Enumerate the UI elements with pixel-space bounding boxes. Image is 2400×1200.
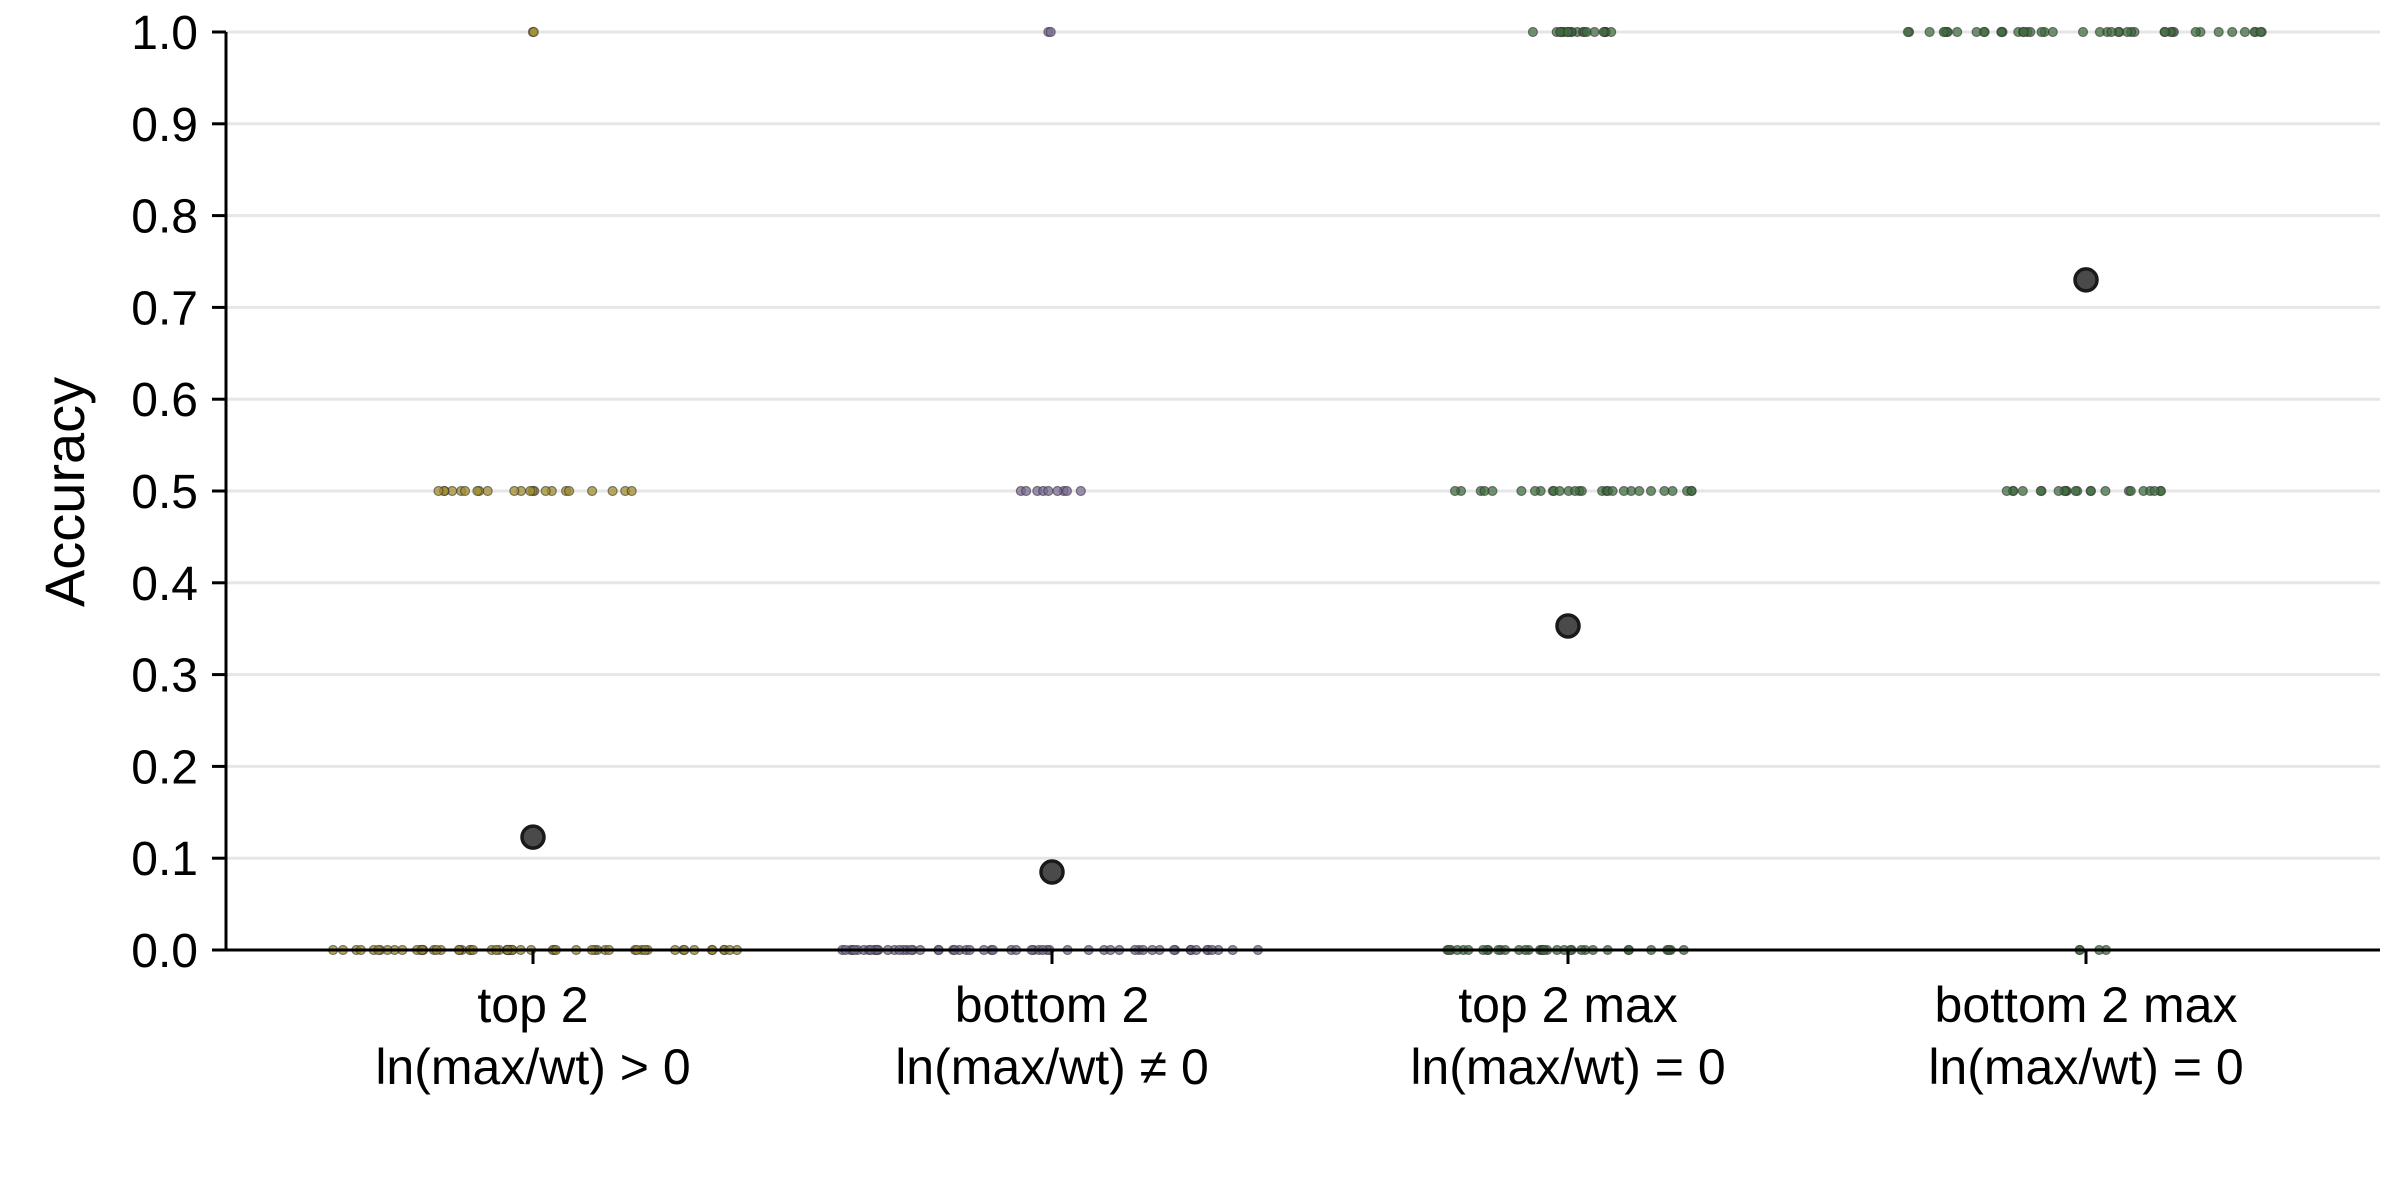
y-tick-label: 0.1 [131,833,198,886]
x-tick-label-line2: ln(max/wt) ≠ 0 [895,1039,1209,1095]
data-point [2159,26,2171,38]
y-tick-label: 0.5 [131,466,198,519]
data-point [1569,485,1581,497]
data-point [1971,26,1982,38]
x-tick-label-line1: bottom 2 max [1935,977,2238,1033]
data-point [563,485,575,497]
data-point [2106,26,2117,38]
y-tick-label: 1.0 [131,7,198,60]
data-point [1634,485,1645,497]
data-point [1618,485,1630,497]
x-tick-label-line1: bottom 2 [955,977,1150,1033]
y-tick-label: 0.3 [131,650,198,703]
data-point [525,485,536,497]
data-point [1449,485,1461,497]
y-tick-label: 0.7 [131,282,198,335]
data-point [607,485,618,497]
data-point [1902,26,1914,38]
data-point [2070,485,2081,497]
data-point [472,485,483,497]
data-point [586,485,598,497]
mean-point [1039,859,1065,885]
data-point [1487,485,1498,497]
data-point [1061,485,1073,497]
data-point [459,485,471,497]
data-point [1589,26,1600,38]
data-point [2227,26,2238,38]
y-tick-label: 0.0 [131,925,198,978]
y-tick-label: 0.6 [131,374,198,427]
tick-labels: 0.0 0.1 0.2 0.3 0.4 0.5 0.6 0.7 0.8 0.9 1.0 top 2 ln… [131,7,2243,1095]
data-point [1607,485,1618,497]
data-point [1516,485,1527,497]
data-point [540,485,551,497]
data-point [1020,485,1032,497]
data-point [1554,485,1565,497]
data-point [1598,26,1609,38]
data-point [2053,485,2064,497]
data-point [2122,26,2133,38]
data-point [1938,26,1949,38]
x-tick-label-line1: top 2 max [1458,977,1678,1033]
mean-point [1555,613,1581,639]
mean-point [520,824,546,850]
data-point [1052,485,1063,497]
data-point [2190,26,2201,38]
data-point [2149,485,2160,497]
data-point [1529,485,1541,497]
data-point [1659,485,1670,497]
data-point [1952,26,1963,38]
data-point [2125,485,2136,497]
x-tick-label-line2: ln(max/wt) = 0 [1410,1039,1725,1095]
data-point [509,485,520,497]
data-point [1996,26,2007,38]
data-point [1043,485,1054,497]
data-point [1686,485,1697,497]
data-point [626,485,637,497]
data-point [2239,26,2250,38]
data-point [2035,485,2046,497]
mean-markers [520,267,2099,885]
data-point [2036,26,2047,38]
data-point [482,485,493,497]
data-point [528,26,539,38]
data-point [433,485,444,497]
data-point [1075,485,1086,497]
y-tick-label: 0.9 [131,99,198,152]
data-point [2017,485,2028,497]
data-point [2100,485,2111,497]
data-point [1645,485,1657,497]
axes [212,30,2380,964]
y-tick-label: 0.2 [131,741,198,794]
data-point [2255,26,2266,38]
data-point [2085,485,2096,497]
x-tick-label-line1: top 2 [477,977,588,1033]
data-point [2213,26,2224,38]
data-point [1924,26,1935,38]
data-point [2047,26,2058,38]
data-point [1045,26,1056,38]
x-tick-label-line2: ln(max/wt) > 0 [375,1039,690,1095]
y-tick-label: 0.4 [131,558,198,611]
gridlines [226,30,2380,860]
data-point [1527,26,1539,38]
y-tick-label: 0.8 [131,191,198,244]
data-point [2018,26,2030,38]
data-point [2001,485,2012,497]
data-point [2077,26,2089,38]
mean-point [2073,267,2099,293]
x-tick-label-line2: ln(max/wt) = 0 [1928,1039,2243,1095]
y-axis-label: Accuracy [33,377,96,607]
data-point [1562,26,1573,38]
